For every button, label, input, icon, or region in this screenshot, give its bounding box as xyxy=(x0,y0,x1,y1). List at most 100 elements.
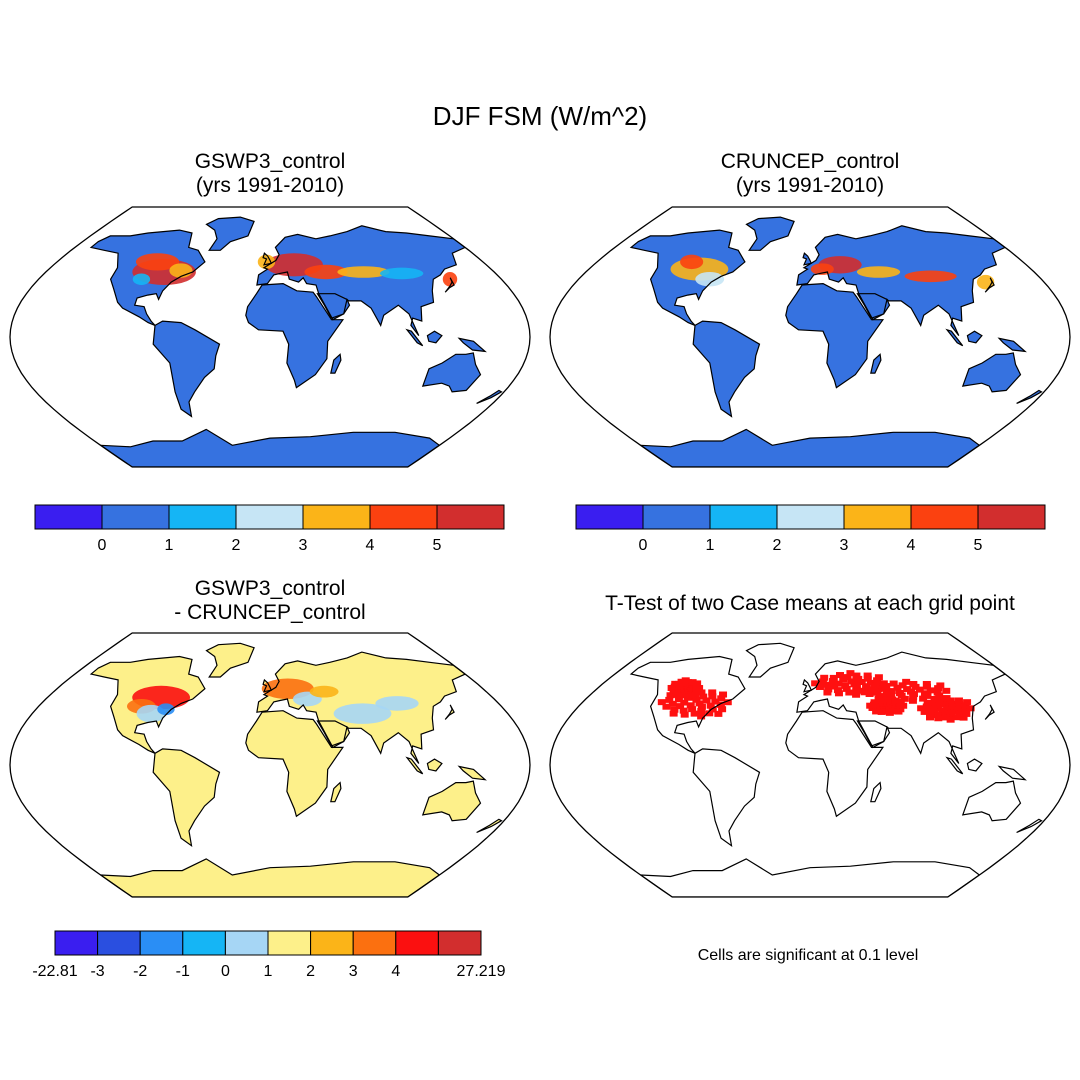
ttest-sig-cell xyxy=(889,680,898,687)
ttest-sig-cell xyxy=(852,684,861,691)
difference-colorbar-box xyxy=(54,930,99,956)
difference-land-antarctica xyxy=(100,858,440,897)
gswp3-colorbar-label: 4 xyxy=(366,537,375,554)
cruncep-map xyxy=(549,206,1071,468)
ttest-sig-cell xyxy=(680,711,689,718)
ttest-sig-cell xyxy=(950,703,959,710)
gswp3-coastline-africa xyxy=(245,282,345,389)
ttest-sig-cell xyxy=(946,716,955,723)
difference-colorbar-label: 27.219 xyxy=(457,963,506,980)
cruncep-coastline-indonesia-a xyxy=(945,328,964,347)
difference-land-africa xyxy=(245,710,343,817)
ttest-sig-cell xyxy=(885,709,894,716)
ttest-sig-cell xyxy=(942,687,951,694)
ttest-sig-cell xyxy=(822,681,831,688)
ttest-sig-cell xyxy=(683,693,692,700)
ttest-sig-cell xyxy=(941,714,950,721)
ttest-sig-cell xyxy=(695,685,704,692)
ttest-sig-cell xyxy=(695,700,704,707)
cruncep-colorbar-box xyxy=(709,504,778,530)
ttest-sig-cell xyxy=(686,702,695,709)
ttest-sig-cell xyxy=(909,680,918,687)
cruncep-land-arabia xyxy=(857,293,890,319)
difference-land-australia xyxy=(422,781,481,821)
gswp3-colorbar-box xyxy=(168,504,237,530)
ttest-sig-cell xyxy=(939,710,948,717)
cruncep-land-eurasia xyxy=(796,225,1006,336)
ttest-sig-cell xyxy=(711,698,720,705)
difference-coastline-south-america xyxy=(152,748,221,848)
ttest-sig-cell xyxy=(674,696,683,703)
ttest-sig-cell xyxy=(681,677,690,684)
cruncep-colorbar-box xyxy=(575,504,644,530)
ttest-sig-cell xyxy=(834,690,843,697)
ttest-coastline-arabia xyxy=(856,720,891,747)
gswp3-coastline-south-america xyxy=(152,320,221,418)
gswp3-coastline-japan xyxy=(444,277,455,293)
ttest-sig-cell xyxy=(688,679,697,686)
ttest-sig-cell xyxy=(930,708,939,715)
ttest-sig-cell xyxy=(948,700,957,707)
ttest-sig-cell xyxy=(917,705,926,712)
ttest-sig-cell xyxy=(923,692,932,699)
difference-colorbar-box xyxy=(352,930,397,956)
difference-map-border xyxy=(9,632,531,898)
ttest-coastline-uk xyxy=(802,678,813,693)
gswp3-land-africa xyxy=(245,283,343,388)
ttest-coastline-south-america xyxy=(692,748,761,848)
gswp3-hotspot-9 xyxy=(442,272,458,287)
cruncep-hotspot-1 xyxy=(695,272,725,287)
ttest-sig-cell xyxy=(667,684,676,691)
gswp3-land-south-america xyxy=(153,321,220,417)
cruncep-coastline-new-guinea xyxy=(997,337,1027,353)
difference-coastline-eurasia xyxy=(256,651,467,764)
ttest-sig-cell xyxy=(936,682,945,689)
gswp3-land-indonesia-a xyxy=(407,329,423,346)
ttest-sig-cell xyxy=(669,710,678,717)
ttest-sig-cell xyxy=(714,710,723,717)
ttest-sig-cell xyxy=(842,685,851,692)
ttest-sig-cell xyxy=(702,697,711,704)
ttest-sig-cell xyxy=(903,686,912,693)
difference-coastline-uk xyxy=(262,678,273,693)
cruncep-land-australia xyxy=(962,352,1021,392)
gswp3-coastline-north-america xyxy=(89,229,206,326)
ttest-sig-cell xyxy=(665,696,674,703)
ttest-land-greenland xyxy=(746,643,795,677)
cruncep-land-indonesia-a xyxy=(947,329,963,346)
ttest-map xyxy=(549,632,1071,898)
ttest-map-border xyxy=(549,632,1071,898)
gswp3-coastline-greenland xyxy=(205,216,255,251)
cruncep-colorbar-label: 2 xyxy=(773,537,782,554)
difference-hotspot-8 xyxy=(309,685,339,698)
gswp3-land xyxy=(91,217,502,467)
ttest-sig-cell xyxy=(915,686,924,693)
ttest-sig-cell xyxy=(697,703,706,710)
ttest-sig-cell xyxy=(676,703,685,710)
ttest-sig-cell xyxy=(852,691,861,698)
ttest-sig-cell xyxy=(872,708,881,715)
cruncep-title-line1: CRUNCEP_control xyxy=(720,150,900,173)
cruncep-land-new-guinea xyxy=(999,338,1026,352)
cruncep-colorbar-box xyxy=(910,504,979,530)
ttest-sig-cell xyxy=(716,701,725,708)
ttest-sig-cell xyxy=(938,707,947,714)
ttest-sig-cell xyxy=(933,712,942,719)
ttest-sig-cell xyxy=(699,693,708,700)
ttest-sig-cell xyxy=(926,714,935,721)
ttest-sig-cell xyxy=(934,715,943,722)
ttest-sig-cell xyxy=(935,692,944,699)
cruncep-coastline-greenland xyxy=(745,216,795,251)
ttest-sig-cell xyxy=(828,678,837,685)
difference-colorbar-box xyxy=(139,930,184,956)
ttest-sig-cell xyxy=(942,695,951,702)
ttest-sig-cell xyxy=(870,699,879,706)
ttest-sig-cell xyxy=(708,706,717,713)
ttest-sig-cell xyxy=(835,672,844,679)
ttest-land-africa xyxy=(785,710,883,817)
difference-coastline-australia xyxy=(421,780,482,822)
ttest-sig-cell xyxy=(947,709,956,716)
difference-colorbar-label: -22.81 xyxy=(32,963,77,980)
ttest-sig-cell xyxy=(961,707,970,714)
ttest-sig-cell xyxy=(926,711,935,718)
